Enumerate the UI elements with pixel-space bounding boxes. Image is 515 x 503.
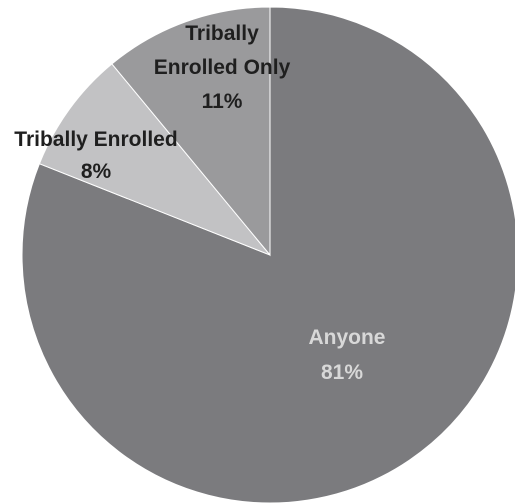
pie-slice-tribally-enrolled — [38, 63, 271, 256]
label-anyone: Anyone 81% — [308, 326, 385, 384]
label-tribally-enrolled-only: Tribally Enrolled Only 11% — [154, 22, 291, 113]
pie-slice-tribally-enrolled-only — [111, 6, 271, 257]
label-tribally-enrolled-value: 8% — [81, 160, 112, 183]
label-tribally-enrolled-only-name-line2: Enrolled Only — [154, 56, 291, 79]
label-tribally-enrolled: Tribally Enrolled 8% — [14, 128, 177, 183]
label-anyone-name: Anyone — [308, 326, 385, 349]
pie-slices — [21, 6, 515, 503]
label-tribally-enrolled-only-name-line1: Tribally — [185, 22, 259, 45]
label-anyone-value: 81% — [321, 361, 363, 384]
pie-slice-anyone — [21, 6, 515, 503]
label-tribally-enrolled-name: Tribally Enrolled — [14, 128, 177, 151]
label-tribally-enrolled-only-value: 11% — [202, 90, 243, 113]
